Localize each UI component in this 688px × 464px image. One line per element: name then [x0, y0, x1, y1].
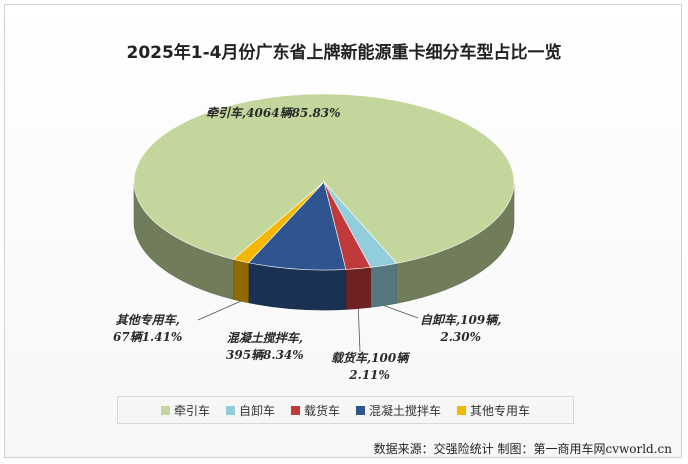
legend-item-special-vehicle: 其他专用车 [457, 402, 530, 419]
legend-swatch [290, 405, 300, 415]
legend-item-dump-truck: 自卸车 [225, 402, 275, 419]
legend-swatch [160, 405, 170, 415]
pie-slice-special-vehicle [232, 181, 325, 264]
pie-side-cargo-truck [345, 266, 371, 310]
legend-item-mixer-truck: 混凝土搅拌车 [356, 402, 441, 419]
chart-title: 2025年1-4月份广东省上牌新能源重卡细分车型占比一览 [126, 43, 562, 63]
data-source-note: 数据来源：交强险统计 制图：第一商用车网cvworld.cn [373, 442, 672, 456]
leader-line-cargo-truck [357, 308, 361, 353]
legend-item-cargo-truck: 载货车 [290, 402, 340, 419]
data-label-tractor: 牵引车,4064辆85.83% [206, 106, 341, 120]
data-label-cargo-truck: 载货车,100辆 2.11% [331, 351, 409, 382]
pie-side-special-vehicle [233, 258, 249, 304]
data-label-mixer-truck: 混凝土搅拌车, 395辆8.34% [226, 331, 304, 362]
pie-side-dump-truck [370, 262, 397, 308]
legend-swatch [457, 405, 467, 415]
legend-item-tractor: 牵引车 [160, 402, 210, 419]
leader-line-dump-truck [383, 305, 419, 319]
chart-legend: 牵引车 自卸车 载货车 混凝土搅拌车 其他专用车 [117, 396, 574, 424]
legend-swatch [356, 405, 365, 415]
pie-slice-mixer-truck [247, 181, 347, 271]
data-label-dump-truck: 自卸车,109辆, 2.30% [420, 313, 502, 344]
pie-slice-tractor [133, 93, 515, 264]
leader-line-special-vehicle [197, 300, 241, 321]
legend-swatch [225, 405, 235, 415]
data-label-special-vehicle: 其他专用车, 67辆1.41% [113, 313, 183, 344]
